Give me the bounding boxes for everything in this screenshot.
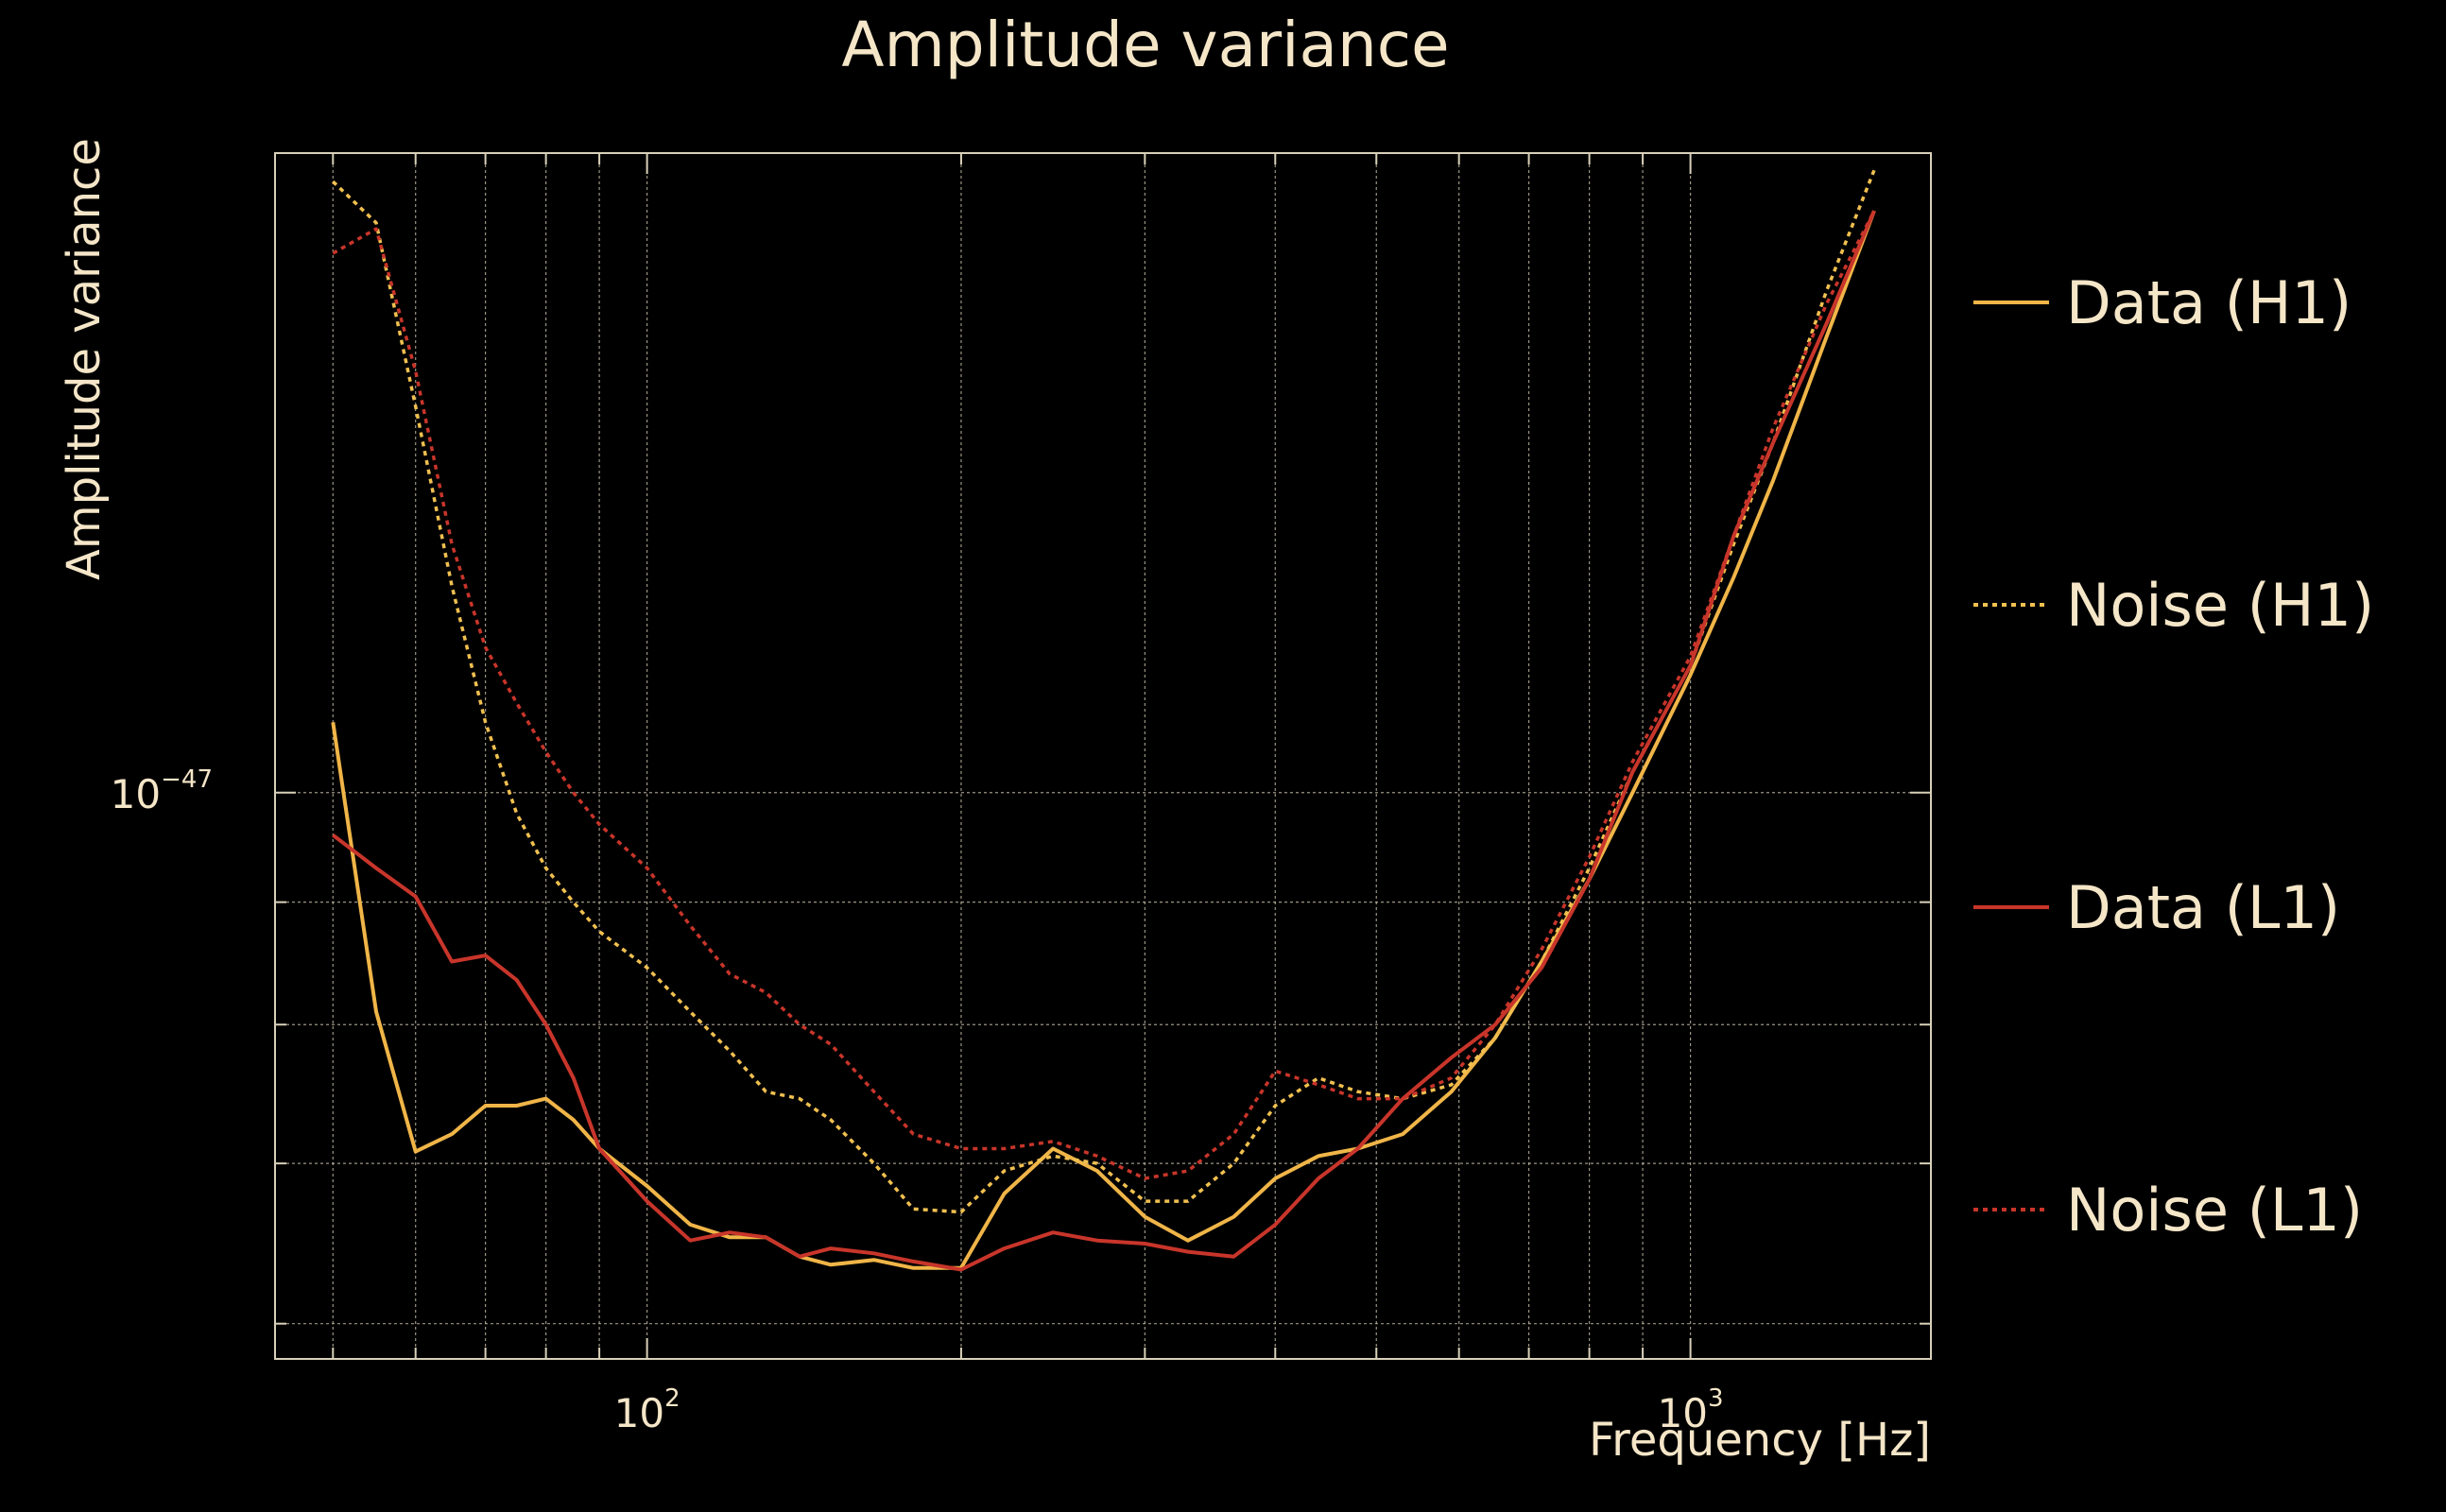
series-layer bbox=[331, 169, 1876, 1272]
axis-ticks: 102 103 10−47 bbox=[111, 153, 1931, 1436]
x-axis-label: Frequency [Hz] bbox=[1589, 1414, 1931, 1467]
legend-label: Data (L1) bbox=[2066, 873, 2340, 942]
series-noise-h1 bbox=[332, 169, 1876, 1214]
x-tick-label: 103 bbox=[1658, 1384, 1724, 1436]
legend-label: Data (H1) bbox=[2066, 268, 2351, 337]
plot-frame bbox=[274, 152, 1932, 1360]
y-axis-label: Amplitude variance bbox=[58, 138, 111, 580]
legend-label: Noise (L1) bbox=[2066, 1176, 2363, 1245]
y-tick-label: 10−47 bbox=[111, 765, 213, 817]
legend-label: Noise (H1) bbox=[2066, 571, 2374, 640]
series-noise-l1 bbox=[332, 210, 1876, 1180]
chart-title: Amplitude variance bbox=[841, 9, 1449, 81]
series-data-l1 bbox=[332, 210, 1876, 1272]
legend: Data (H1) Noise (H1) Data (L1) Noise (L1) bbox=[1973, 268, 2374, 1245]
x-tick-label: 102 bbox=[614, 1384, 680, 1436]
